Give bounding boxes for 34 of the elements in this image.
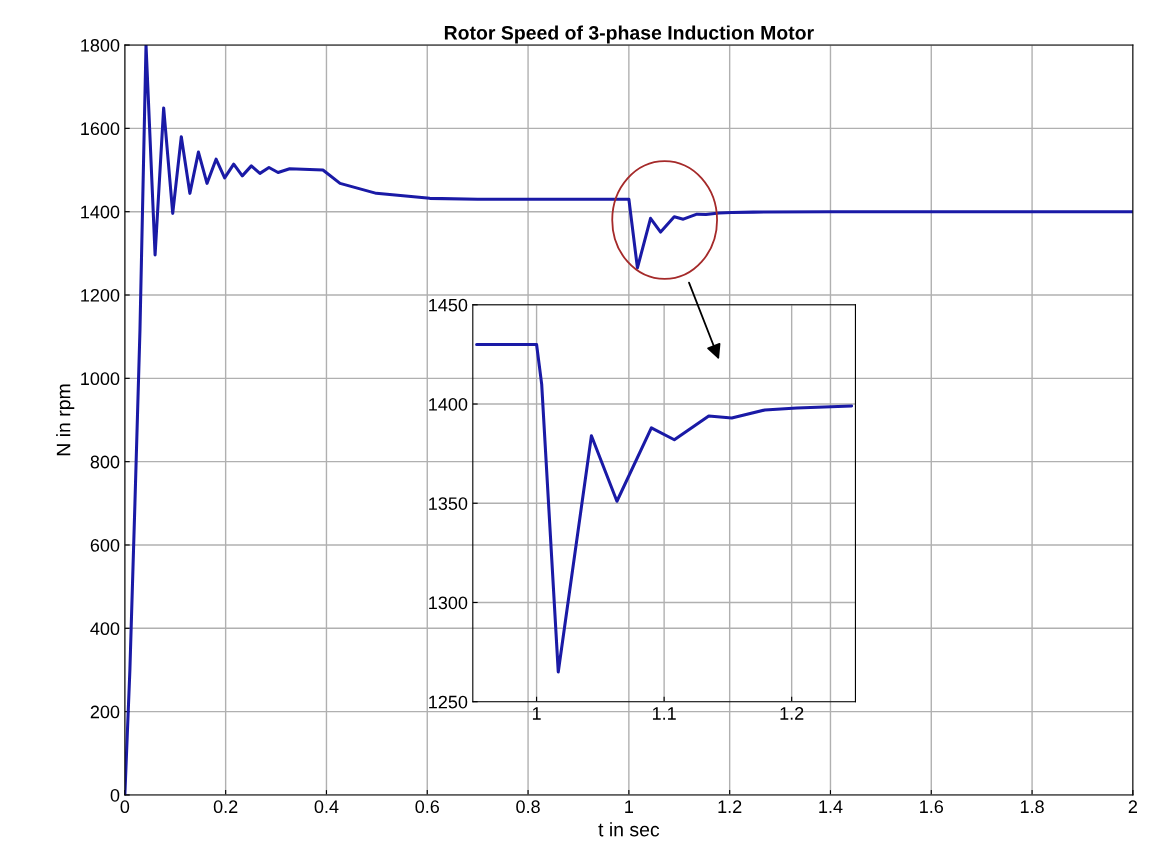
- x-tick-label: 0.6: [415, 800, 440, 814]
- x-tick-label: 0.4: [314, 800, 339, 814]
- y-tick-label: 800: [90, 455, 120, 469]
- y-tick-label: 1350: [429, 497, 468, 510]
- y-tick-label: 1800: [81, 38, 120, 52]
- x-tick-label: 1: [532, 707, 541, 720]
- x-tick-label: 1: [625, 800, 633, 813]
- y-tick-label: 200: [90, 705, 120, 719]
- x-axis-title: t in sec: [598, 822, 660, 837]
- y-tick-label: 1400: [429, 397, 468, 411]
- y-tick-label: 1400: [81, 205, 120, 219]
- x-tick-label: 1.8: [1020, 800, 1044, 814]
- x-tick-label: 0.2: [213, 800, 238, 814]
- y-tick-label: 400: [90, 622, 120, 636]
- x-tick-label: 1.4: [819, 800, 843, 813]
- y-tick-label: 1250: [429, 695, 468, 709]
- chart-title: Rotor Speed of 3-phase Induction Motor: [444, 25, 814, 44]
- y-tick-label: 0: [110, 788, 120, 802]
- y-tick-label: 1450: [429, 298, 468, 312]
- line-series: [475, 342, 854, 674]
- x-tick-label: 1.2: [780, 707, 804, 720]
- y-tick-label: 1000: [81, 372, 120, 386]
- line-series: [124, 45, 1133, 795]
- x-tick-label: 0: [120, 800, 130, 814]
- y-axis-title: N in rpm: [56, 384, 75, 456]
- y-tick-label: 600: [90, 538, 120, 552]
- x-tick-label: 1.6: [920, 800, 944, 814]
- x-tick-label: 0.8: [516, 800, 540, 814]
- y-tick-label: 1600: [81, 122, 120, 136]
- x-tick-label: 1.2: [718, 800, 742, 813]
- y-tick-label: 1300: [429, 596, 468, 610]
- y-tick-label: 1200: [81, 288, 120, 302]
- x-tick-label: 2: [1128, 800, 1137, 813]
- x-tick-label: 1.1: [652, 707, 676, 720]
